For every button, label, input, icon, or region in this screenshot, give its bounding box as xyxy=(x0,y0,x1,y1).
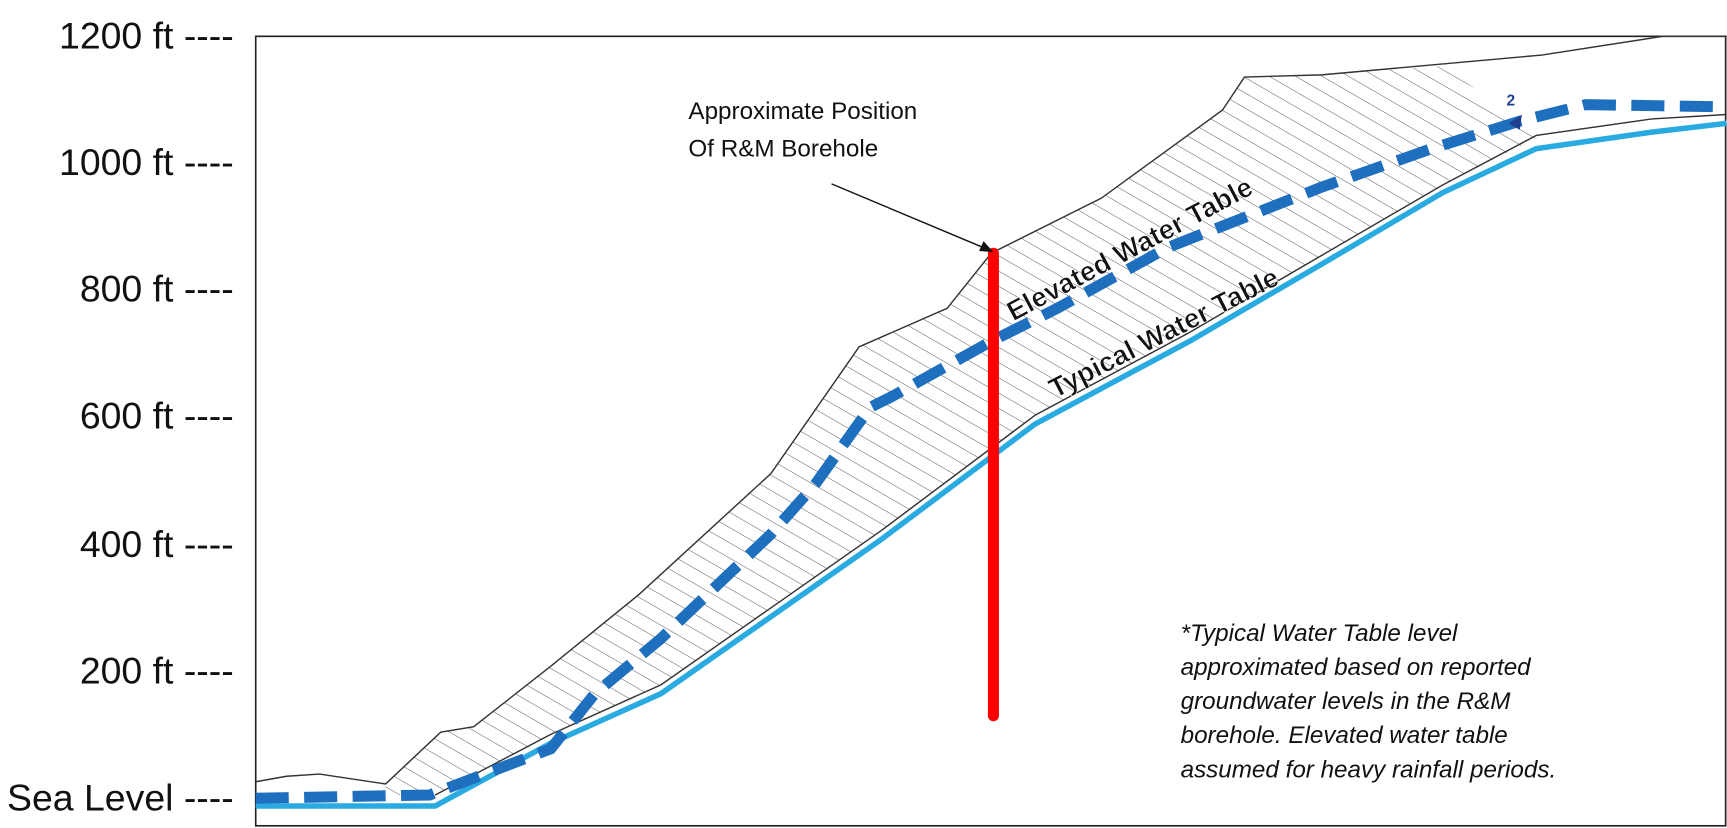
note-line: borehole. Elevated water table xyxy=(1181,722,1508,749)
axis-label: 1000 ft ---- xyxy=(59,141,234,183)
elevated-water-table xyxy=(255,99,1727,804)
marker-arrow xyxy=(1508,114,1522,130)
note-line: *Typical Water Table level xyxy=(1181,620,1458,647)
ground-surface xyxy=(255,35,1727,785)
note-line: assumed for heavy rainfall periods. xyxy=(1181,756,1557,783)
plot-frame xyxy=(254,35,1727,827)
axis-label: 800 ft ---- xyxy=(80,268,234,310)
axis-label: 600 ft ---- xyxy=(80,394,234,436)
weathered-boundary xyxy=(434,113,1727,796)
soil-hatch xyxy=(385,66,1542,795)
marker-label: 2 xyxy=(1507,93,1516,110)
axis-label: 200 ft ---- xyxy=(80,650,234,692)
note-line: groundwater levels in the R&M xyxy=(1181,688,1512,715)
note-line: approximated based on reported xyxy=(1181,654,1533,681)
axis-label: 1200 ft ---- xyxy=(59,14,234,56)
axis-label: Sea Level ---- xyxy=(7,776,234,818)
borehole-label: Of R&M Borehole xyxy=(688,135,878,162)
arrow-head xyxy=(979,241,994,253)
pointer-arrow xyxy=(831,183,990,251)
axis-label: 400 ft ---- xyxy=(80,523,234,565)
borehole-label: Approximate Position xyxy=(688,98,917,125)
